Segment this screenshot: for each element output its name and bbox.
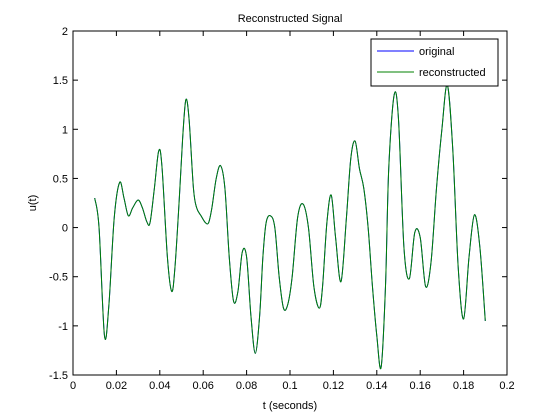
y-tick-label: -1: [58, 321, 68, 333]
x-tick-label: 0.2: [499, 380, 514, 392]
x-tick-label: 0.1: [282, 380, 297, 392]
x-tick-label: 0.12: [323, 380, 344, 392]
y-tick-label: -1.5: [49, 370, 68, 382]
x-tick-label: 0.04: [149, 380, 170, 392]
x-tick-label: 0.08: [236, 380, 257, 392]
chart-title: Reconstructed Signal: [238, 13, 343, 25]
x-tick-label: 0: [70, 380, 76, 392]
y-axis-label: u(t): [27, 195, 39, 212]
x-tick-label: 0.18: [453, 380, 474, 392]
x-tick-label: 0.16: [409, 380, 430, 392]
y-tick-label: 1: [62, 124, 68, 136]
x-tick-label: 0.14: [366, 380, 387, 392]
y-tick-label: 1.5: [53, 75, 68, 87]
y-tick-label: 0: [62, 223, 68, 235]
y-tick-label: 2: [62, 26, 68, 38]
legend-label-reconstructed: reconstructed: [419, 67, 486, 79]
x-tick-label: 0.02: [106, 380, 127, 392]
y-tick-label: 0.5: [53, 173, 68, 185]
y-tick-label: -0.5: [49, 272, 68, 284]
x-tick-label: 0.06: [192, 380, 213, 392]
legend-label-original: original: [419, 46, 454, 58]
legend: original reconstructed: [371, 39, 498, 86]
x-axis-label: t (seconds): [263, 400, 317, 412]
